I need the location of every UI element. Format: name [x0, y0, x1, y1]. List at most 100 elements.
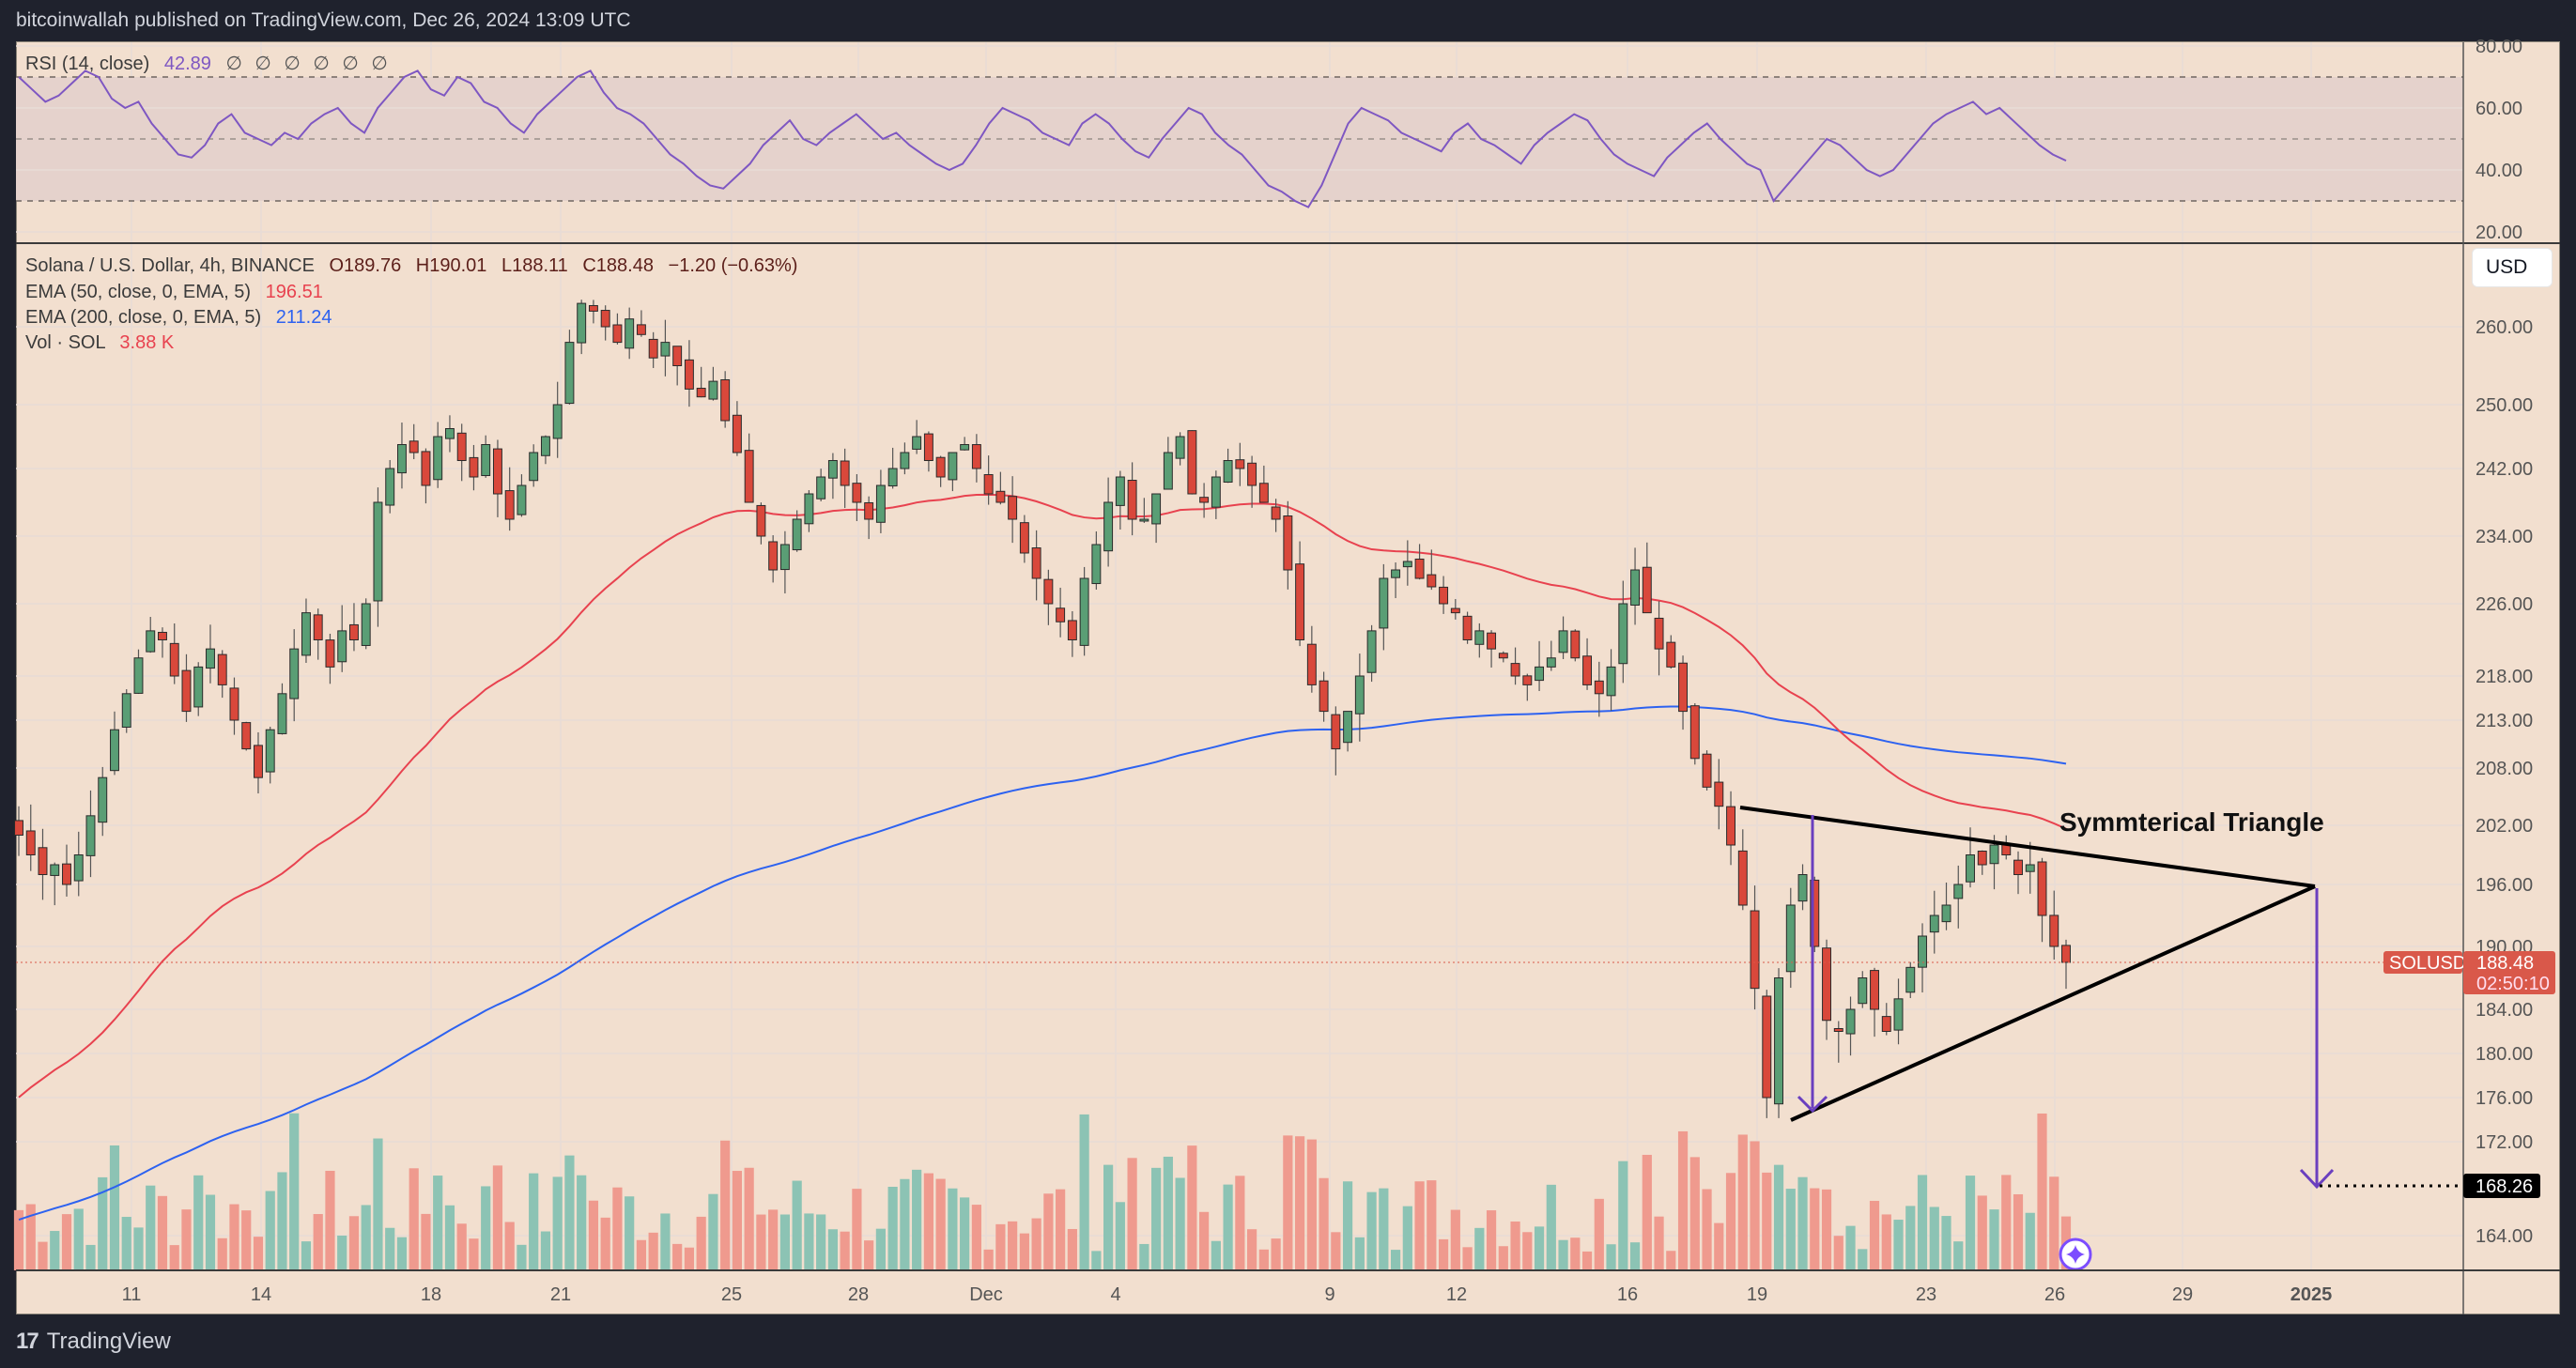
candle-body[interactable] — [720, 378, 731, 422]
candle-body[interactable] — [385, 468, 395, 506]
ema200-legend[interactable]: EMA (200, close, 0, EMA, 5) 211.24 — [25, 307, 332, 329]
target-tag[interactable] — [2463, 1174, 2540, 1198]
candle-body[interactable] — [935, 456, 946, 478]
candle-body[interactable] — [1271, 506, 1281, 520]
candle-body[interactable] — [193, 666, 204, 708]
candle-body[interactable] — [1989, 844, 1999, 865]
candle-body[interactable] — [1319, 680, 1329, 713]
candle-body[interactable] — [1570, 630, 1581, 659]
candle-body[interactable] — [1750, 910, 1760, 990]
candle-body[interactable] — [552, 404, 563, 439]
candle-body[interactable] — [1427, 574, 1437, 588]
volume-legend[interactable]: Vol · SOL 3.88 K — [25, 332, 174, 354]
candle-body[interactable] — [732, 414, 742, 453]
candle-body[interactable] — [648, 338, 658, 359]
candle-body[interactable] — [995, 490, 1006, 503]
candle-body[interactable] — [348, 623, 359, 640]
candle-body[interactable] — [158, 631, 167, 640]
candle-body[interactable] — [971, 444, 981, 469]
candle-body[interactable] — [1810, 879, 1820, 947]
candle-body[interactable] — [2025, 864, 2035, 872]
symbol-legend[interactable]: Solana / U.S. Dollar, 4h, BINANCE O189.7… — [25, 255, 797, 277]
candle-body[interactable] — [840, 460, 850, 486]
candle-body[interactable] — [50, 864, 60, 876]
candle-body[interactable] — [1498, 653, 1508, 659]
candle-body[interactable] — [529, 452, 539, 482]
candle-body[interactable] — [1966, 854, 1975, 883]
candle-body[interactable] — [1079, 577, 1089, 646]
candle-body[interactable] — [1295, 563, 1305, 641]
candle-body[interactable] — [588, 304, 598, 312]
candle-body[interactable] — [1008, 496, 1018, 520]
candle-body[interactable] — [277, 693, 287, 734]
candle-body[interactable] — [325, 639, 335, 668]
candle-body[interactable] — [1797, 874, 1808, 902]
candle-body[interactable] — [146, 630, 156, 653]
candle-body[interactable] — [1618, 603, 1628, 665]
candle-body[interactable] — [409, 440, 419, 453]
candle-body[interactable] — [960, 444, 970, 451]
candle-body[interactable] — [540, 436, 550, 456]
candle-body[interactable] — [1091, 544, 1102, 585]
candle-body[interactable] — [1067, 620, 1077, 640]
candle-body[interactable] — [948, 452, 958, 481]
candle-body[interactable] — [73, 854, 84, 882]
candle-body[interactable] — [421, 451, 431, 486]
candle-body[interactable] — [2037, 861, 2047, 916]
candle-body[interactable] — [373, 501, 383, 602]
candle-body[interactable] — [1223, 460, 1233, 483]
candle-body[interactable] — [1031, 547, 1041, 579]
ema200-line[interactable] — [18, 705, 2067, 1221]
candle-body[interactable] — [1893, 998, 1904, 1031]
price-tag[interactable] — [2463, 950, 2555, 994]
candle-body[interactable] — [779, 544, 790, 571]
candle-body[interactable] — [1331, 714, 1341, 750]
candle-body[interactable] — [1953, 884, 1964, 899]
candle-body[interactable] — [1402, 561, 1412, 568]
candle-body[interactable] — [1522, 675, 1533, 685]
candle-body[interactable] — [1726, 806, 1736, 846]
candle-body[interactable] — [1546, 657, 1556, 668]
candle-body[interactable] — [1642, 566, 1652, 614]
candle-body[interactable] — [2049, 915, 2059, 947]
candle-body[interactable] — [1139, 518, 1149, 522]
candle-body[interactable] — [1977, 850, 1987, 866]
candle-body[interactable] — [1175, 436, 1185, 459]
candle-body[interactable] — [1785, 904, 1796, 973]
candle-body[interactable] — [1774, 977, 1783, 1105]
candle-body[interactable] — [983, 474, 994, 495]
candle-body[interactable] — [744, 450, 754, 503]
candle-body[interactable] — [564, 342, 575, 405]
candle-body[interactable] — [1462, 615, 1473, 640]
candle-body[interactable] — [444, 428, 455, 439]
candle-body[interactable] — [1654, 617, 1664, 650]
candle-body[interactable] — [792, 518, 802, 551]
rsi-line[interactable] — [18, 69, 2067, 208]
candle-body[interactable] — [1714, 781, 1724, 807]
candle-body[interactable] — [1702, 753, 1712, 788]
candle-body[interactable] — [1439, 586, 1449, 605]
candle-body[interactable] — [254, 745, 263, 778]
candle-body[interactable] — [852, 483, 862, 503]
candle-body[interactable] — [110, 729, 119, 772]
candle-body[interactable] — [1870, 970, 1879, 1010]
candle-body[interactable] — [121, 693, 131, 728]
candle-body[interactable] — [25, 830, 36, 855]
candle-body[interactable] — [361, 603, 371, 646]
candle-body[interactable] — [481, 444, 491, 477]
ema50-legend[interactable]: EMA (50, close, 0, EMA, 5) 196.51 — [25, 282, 323, 303]
candle-body[interactable] — [625, 318, 635, 349]
ema50-line[interactable] — [18, 493, 2067, 1099]
candle-body[interactable] — [14, 820, 23, 837]
candle-body[interactable] — [1343, 711, 1353, 744]
candle-body[interactable] — [1630, 569, 1641, 606]
candle-body[interactable] — [517, 484, 527, 515]
candle-body[interactable] — [241, 722, 252, 750]
candle-body[interactable] — [1379, 577, 1389, 629]
candle-body[interactable] — [1666, 641, 1676, 668]
candle-body[interactable] — [636, 324, 646, 335]
candle-body[interactable] — [1163, 452, 1173, 490]
candle-body[interactable] — [1283, 515, 1293, 571]
candle-body[interactable] — [313, 614, 323, 641]
